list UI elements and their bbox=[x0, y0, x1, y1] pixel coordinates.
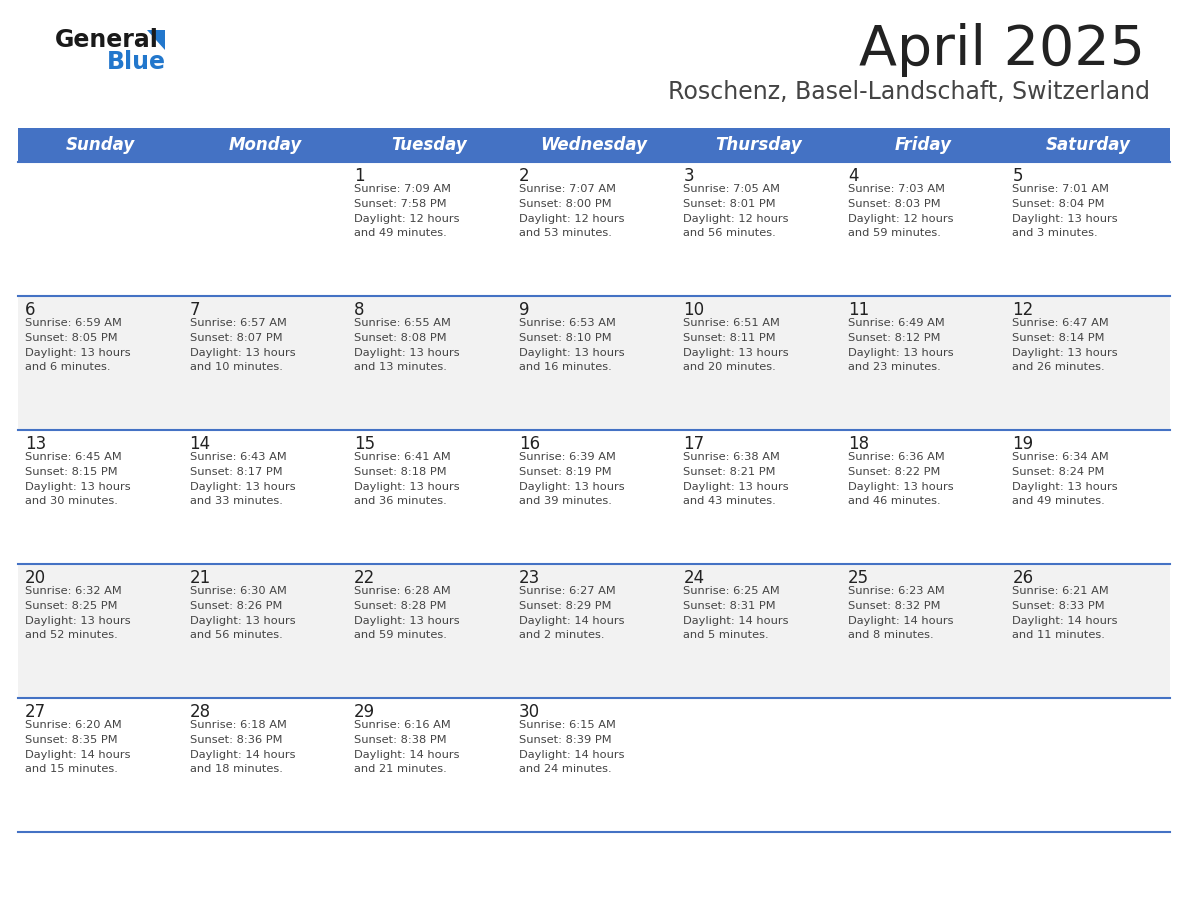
Text: 22: 22 bbox=[354, 569, 375, 587]
Text: 2: 2 bbox=[519, 167, 530, 185]
Text: Sunrise: 6:51 AM
Sunset: 8:11 PM
Daylight: 13 hours
and 20 minutes.: Sunrise: 6:51 AM Sunset: 8:11 PM Dayligh… bbox=[683, 318, 789, 373]
Text: Sunrise: 7:05 AM
Sunset: 8:01 PM
Daylight: 12 hours
and 56 minutes.: Sunrise: 7:05 AM Sunset: 8:01 PM Dayligh… bbox=[683, 184, 789, 239]
Text: Friday: Friday bbox=[895, 136, 952, 154]
Text: Sunrise: 6:15 AM
Sunset: 8:39 PM
Daylight: 14 hours
and 24 minutes.: Sunrise: 6:15 AM Sunset: 8:39 PM Dayligh… bbox=[519, 720, 624, 775]
Text: Saturday: Saturday bbox=[1045, 136, 1130, 154]
Text: 9: 9 bbox=[519, 301, 529, 319]
Text: 21: 21 bbox=[190, 569, 210, 587]
Text: Sunrise: 6:41 AM
Sunset: 8:18 PM
Daylight: 13 hours
and 36 minutes.: Sunrise: 6:41 AM Sunset: 8:18 PM Dayligh… bbox=[354, 452, 460, 507]
Text: 10: 10 bbox=[683, 301, 704, 319]
Text: Sunrise: 6:36 AM
Sunset: 8:22 PM
Daylight: 13 hours
and 46 minutes.: Sunrise: 6:36 AM Sunset: 8:22 PM Dayligh… bbox=[848, 452, 954, 507]
Text: 23: 23 bbox=[519, 569, 541, 587]
Text: Sunday: Sunday bbox=[65, 136, 135, 154]
Text: Sunrise: 6:25 AM
Sunset: 8:31 PM
Daylight: 14 hours
and 5 minutes.: Sunrise: 6:25 AM Sunset: 8:31 PM Dayligh… bbox=[683, 586, 789, 641]
Text: 3: 3 bbox=[683, 167, 694, 185]
Text: Monday: Monday bbox=[228, 136, 302, 154]
Text: Sunrise: 6:39 AM
Sunset: 8:19 PM
Daylight: 13 hours
and 39 minutes.: Sunrise: 6:39 AM Sunset: 8:19 PM Dayligh… bbox=[519, 452, 625, 507]
Text: 29: 29 bbox=[354, 703, 375, 721]
Text: 11: 11 bbox=[848, 301, 870, 319]
Text: 26: 26 bbox=[1012, 569, 1034, 587]
Text: Sunrise: 6:21 AM
Sunset: 8:33 PM
Daylight: 14 hours
and 11 minutes.: Sunrise: 6:21 AM Sunset: 8:33 PM Dayligh… bbox=[1012, 586, 1118, 641]
Text: 7: 7 bbox=[190, 301, 200, 319]
Text: Sunrise: 7:01 AM
Sunset: 8:04 PM
Daylight: 13 hours
and 3 minutes.: Sunrise: 7:01 AM Sunset: 8:04 PM Dayligh… bbox=[1012, 184, 1118, 239]
Text: Sunrise: 6:57 AM
Sunset: 8:07 PM
Daylight: 13 hours
and 10 minutes.: Sunrise: 6:57 AM Sunset: 8:07 PM Dayligh… bbox=[190, 318, 295, 373]
Text: Sunrise: 6:16 AM
Sunset: 8:38 PM
Daylight: 14 hours
and 21 minutes.: Sunrise: 6:16 AM Sunset: 8:38 PM Dayligh… bbox=[354, 720, 460, 775]
Bar bbox=[18, 162, 1170, 296]
Text: 4: 4 bbox=[848, 167, 859, 185]
Text: Sunrise: 6:30 AM
Sunset: 8:26 PM
Daylight: 13 hours
and 56 minutes.: Sunrise: 6:30 AM Sunset: 8:26 PM Dayligh… bbox=[190, 586, 295, 641]
Text: Sunrise: 6:34 AM
Sunset: 8:24 PM
Daylight: 13 hours
and 49 minutes.: Sunrise: 6:34 AM Sunset: 8:24 PM Dayligh… bbox=[1012, 452, 1118, 507]
Text: General: General bbox=[55, 28, 159, 52]
Text: 14: 14 bbox=[190, 435, 210, 453]
Text: Sunrise: 7:03 AM
Sunset: 8:03 PM
Daylight: 12 hours
and 59 minutes.: Sunrise: 7:03 AM Sunset: 8:03 PM Dayligh… bbox=[848, 184, 953, 239]
Text: 24: 24 bbox=[683, 569, 704, 587]
Text: 30: 30 bbox=[519, 703, 539, 721]
Text: Blue: Blue bbox=[107, 50, 166, 74]
Text: Sunrise: 7:07 AM
Sunset: 8:00 PM
Daylight: 12 hours
and 53 minutes.: Sunrise: 7:07 AM Sunset: 8:00 PM Dayligh… bbox=[519, 184, 624, 239]
Text: Sunrise: 6:59 AM
Sunset: 8:05 PM
Daylight: 13 hours
and 6 minutes.: Sunrise: 6:59 AM Sunset: 8:05 PM Dayligh… bbox=[25, 318, 131, 373]
Text: Roschenz, Basel-Landschaft, Switzerland: Roschenz, Basel-Landschaft, Switzerland bbox=[668, 80, 1150, 104]
Text: Sunrise: 6:20 AM
Sunset: 8:35 PM
Daylight: 14 hours
and 15 minutes.: Sunrise: 6:20 AM Sunset: 8:35 PM Dayligh… bbox=[25, 720, 131, 775]
Text: 18: 18 bbox=[848, 435, 868, 453]
Text: 27: 27 bbox=[25, 703, 46, 721]
Text: 15: 15 bbox=[354, 435, 375, 453]
Text: Sunrise: 6:38 AM
Sunset: 8:21 PM
Daylight: 13 hours
and 43 minutes.: Sunrise: 6:38 AM Sunset: 8:21 PM Dayligh… bbox=[683, 452, 789, 507]
Text: Sunrise: 6:55 AM
Sunset: 8:08 PM
Daylight: 13 hours
and 13 minutes.: Sunrise: 6:55 AM Sunset: 8:08 PM Dayligh… bbox=[354, 318, 460, 373]
Text: Thursday: Thursday bbox=[715, 136, 802, 154]
Text: 20: 20 bbox=[25, 569, 46, 587]
Text: 19: 19 bbox=[1012, 435, 1034, 453]
Text: 5: 5 bbox=[1012, 167, 1023, 185]
Text: Sunrise: 6:47 AM
Sunset: 8:14 PM
Daylight: 13 hours
and 26 minutes.: Sunrise: 6:47 AM Sunset: 8:14 PM Dayligh… bbox=[1012, 318, 1118, 373]
Text: 1: 1 bbox=[354, 167, 365, 185]
Text: 16: 16 bbox=[519, 435, 539, 453]
Text: Sunrise: 6:28 AM
Sunset: 8:28 PM
Daylight: 13 hours
and 59 minutes.: Sunrise: 6:28 AM Sunset: 8:28 PM Dayligh… bbox=[354, 586, 460, 641]
Text: Wednesday: Wednesday bbox=[541, 136, 647, 154]
Bar bbox=[18, 296, 1170, 430]
Text: Sunrise: 6:27 AM
Sunset: 8:29 PM
Daylight: 14 hours
and 2 minutes.: Sunrise: 6:27 AM Sunset: 8:29 PM Dayligh… bbox=[519, 586, 624, 641]
Text: Sunrise: 6:18 AM
Sunset: 8:36 PM
Daylight: 14 hours
and 18 minutes.: Sunrise: 6:18 AM Sunset: 8:36 PM Dayligh… bbox=[190, 720, 295, 775]
Polygon shape bbox=[147, 30, 165, 50]
Text: Tuesday: Tuesday bbox=[392, 136, 467, 154]
Text: Sunrise: 6:49 AM
Sunset: 8:12 PM
Daylight: 13 hours
and 23 minutes.: Sunrise: 6:49 AM Sunset: 8:12 PM Dayligh… bbox=[848, 318, 954, 373]
Text: 13: 13 bbox=[25, 435, 46, 453]
Text: April 2025: April 2025 bbox=[859, 23, 1145, 77]
Bar bbox=[18, 128, 1170, 162]
Text: 28: 28 bbox=[190, 703, 210, 721]
Text: Sunrise: 6:53 AM
Sunset: 8:10 PM
Daylight: 13 hours
and 16 minutes.: Sunrise: 6:53 AM Sunset: 8:10 PM Dayligh… bbox=[519, 318, 625, 373]
Text: Sunrise: 7:09 AM
Sunset: 7:58 PM
Daylight: 12 hours
and 49 minutes.: Sunrise: 7:09 AM Sunset: 7:58 PM Dayligh… bbox=[354, 184, 460, 239]
Text: 17: 17 bbox=[683, 435, 704, 453]
Text: 6: 6 bbox=[25, 301, 36, 319]
Text: Sunrise: 6:43 AM
Sunset: 8:17 PM
Daylight: 13 hours
and 33 minutes.: Sunrise: 6:43 AM Sunset: 8:17 PM Dayligh… bbox=[190, 452, 295, 507]
Text: Sunrise: 6:32 AM
Sunset: 8:25 PM
Daylight: 13 hours
and 52 minutes.: Sunrise: 6:32 AM Sunset: 8:25 PM Dayligh… bbox=[25, 586, 131, 641]
Text: 25: 25 bbox=[848, 569, 868, 587]
Text: Sunrise: 6:23 AM
Sunset: 8:32 PM
Daylight: 14 hours
and 8 minutes.: Sunrise: 6:23 AM Sunset: 8:32 PM Dayligh… bbox=[848, 586, 953, 641]
Bar bbox=[18, 698, 1170, 832]
Bar bbox=[18, 564, 1170, 698]
Text: 12: 12 bbox=[1012, 301, 1034, 319]
Bar bbox=[18, 430, 1170, 564]
Text: 8: 8 bbox=[354, 301, 365, 319]
Text: Sunrise: 6:45 AM
Sunset: 8:15 PM
Daylight: 13 hours
and 30 minutes.: Sunrise: 6:45 AM Sunset: 8:15 PM Dayligh… bbox=[25, 452, 131, 507]
